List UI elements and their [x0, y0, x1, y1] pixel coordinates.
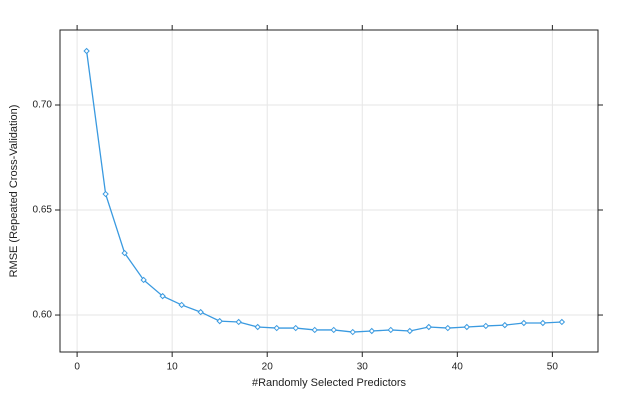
x-tick-label: 40: [452, 362, 464, 373]
x-tick-label: 0: [74, 362, 80, 373]
point: [482, 322, 490, 330]
point: [159, 292, 166, 300]
point: [292, 324, 299, 332]
plot-frame: [59, 29, 599, 353]
x-tick-label: 20: [262, 362, 274, 373]
point: [197, 308, 204, 316]
point: [558, 318, 566, 326]
point: [83, 47, 90, 55]
y-tick-label: 0.60: [33, 310, 53, 321]
point: [463, 323, 471, 331]
point: [235, 318, 242, 326]
line: [85, 50, 562, 333]
point: [444, 324, 452, 332]
point: [121, 249, 128, 257]
point: [425, 323, 433, 331]
y-axis-label: RMSE (Repeated Cross-Validation): [8, 105, 20, 278]
point: [406, 327, 414, 335]
x-axis-label: #Randomly Selected Predictors: [252, 377, 407, 389]
point: [140, 276, 147, 284]
point: [311, 326, 318, 334]
point: [520, 319, 528, 327]
x-tick-label: 50: [547, 362, 559, 373]
point: [216, 317, 223, 325]
point: [387, 326, 394, 334]
point: [368, 327, 375, 335]
y-tick-label: 0.65: [33, 205, 53, 216]
x-tick-label: 30: [357, 362, 369, 373]
y-tick-label: 0.70: [33, 100, 53, 111]
point: [178, 301, 185, 309]
point: [273, 324, 280, 332]
point: [349, 328, 356, 336]
point: [501, 321, 509, 329]
point: [539, 319, 547, 327]
point: [254, 323, 261, 331]
point: [102, 190, 109, 198]
x-tick-label: 10: [167, 362, 179, 373]
point: [330, 326, 337, 334]
